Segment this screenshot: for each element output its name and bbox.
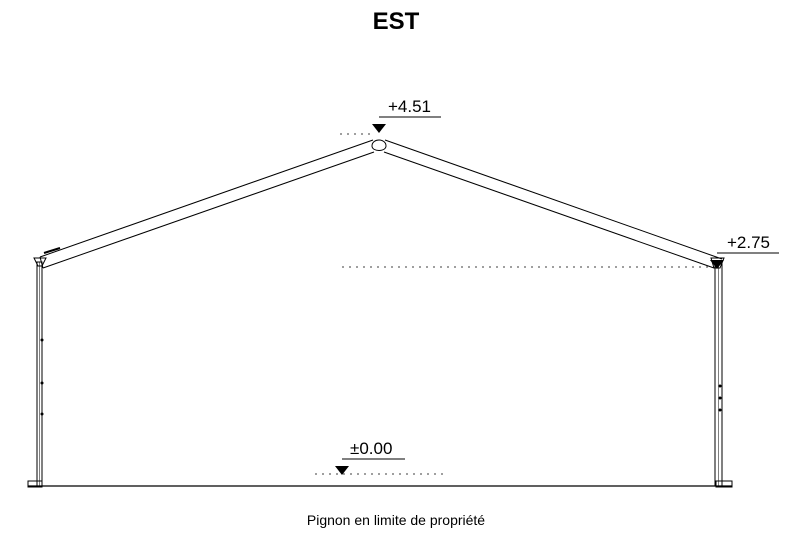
ground-level-marker [335, 466, 349, 475]
ridge-level-label: +4.51 [388, 97, 431, 116]
drawing-title: EST [372, 8, 420, 35]
ridge-node [371, 139, 387, 151]
drawing-caption: Pignon en limite de propriété [306, 512, 486, 528]
right-column [714, 263, 733, 488]
ridge-level-marker [372, 124, 386, 133]
eave-level-marker [710, 260, 724, 269]
left-column [27, 257, 47, 488]
eave-node-right [710, 257, 725, 269]
eave-level-label: +2.75 [727, 233, 770, 252]
ground-level-label: ±0.00 [350, 439, 392, 458]
left-rafter [39, 139, 375, 269]
right-rafter [383, 139, 723, 269]
